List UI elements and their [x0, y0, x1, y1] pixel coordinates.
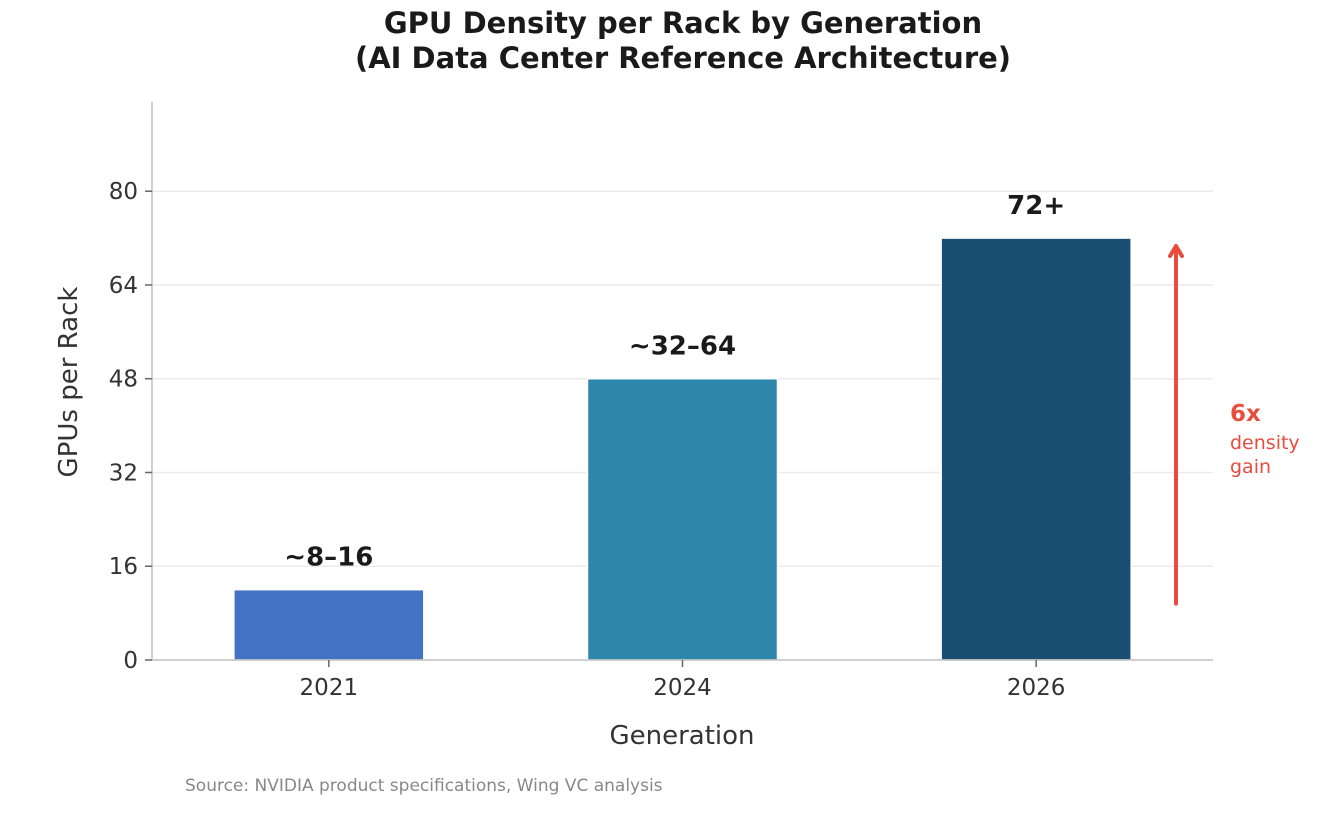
- y-tick-label: 0: [123, 648, 138, 674]
- bar-2021: [233, 588, 425, 661]
- chart-title-line1: GPU Density per Rack by Generation: [383, 6, 983, 40]
- x-tick-label: 2026: [1007, 675, 1066, 701]
- y-tick-label: 64: [109, 273, 138, 299]
- bars: [233, 237, 1132, 661]
- annotation-arrow-head: [1168, 244, 1184, 259]
- y-tick-label: 16: [109, 554, 138, 580]
- bar-2024: [586, 377, 779, 661]
- x-axis-label: Generation: [609, 721, 754, 751]
- chart-title: GPU Density per Rack by Generation (AI D…: [0, 6, 1330, 76]
- x-tick-label: 2024: [653, 675, 712, 701]
- y-tick-label: 48: [109, 367, 138, 393]
- annotation-main: 6x: [1230, 401, 1261, 427]
- data-label-2024: ~32–64: [629, 332, 736, 362]
- y-axis-label: GPUs per Rack: [54, 287, 84, 478]
- data-labels: ~8–16 ~32–64 72+: [284, 191, 1065, 573]
- source-note: Source: NVIDIA product specifications, W…: [185, 776, 663, 796]
- y-tick-label: 80: [109, 179, 138, 205]
- x-tick-label: 2021: [300, 675, 359, 701]
- data-label-2021: ~8–16: [284, 543, 373, 573]
- density-annotation: 6x density gain: [1168, 244, 1300, 606]
- chart-title-line2: (AI Data Center Reference Architecture): [354, 41, 1012, 75]
- x-ticks: 2021 2024 2026: [300, 660, 1066, 701]
- y-ticks: 0 16 32 48 64 80: [109, 179, 152, 674]
- data-label-2026: 72+: [1007, 191, 1065, 221]
- annotation-sub-1: density: [1230, 432, 1300, 454]
- y-tick-label: 32: [109, 460, 138, 486]
- bar-2026: [940, 237, 1132, 661]
- annotation-sub-2: gain: [1230, 456, 1271, 478]
